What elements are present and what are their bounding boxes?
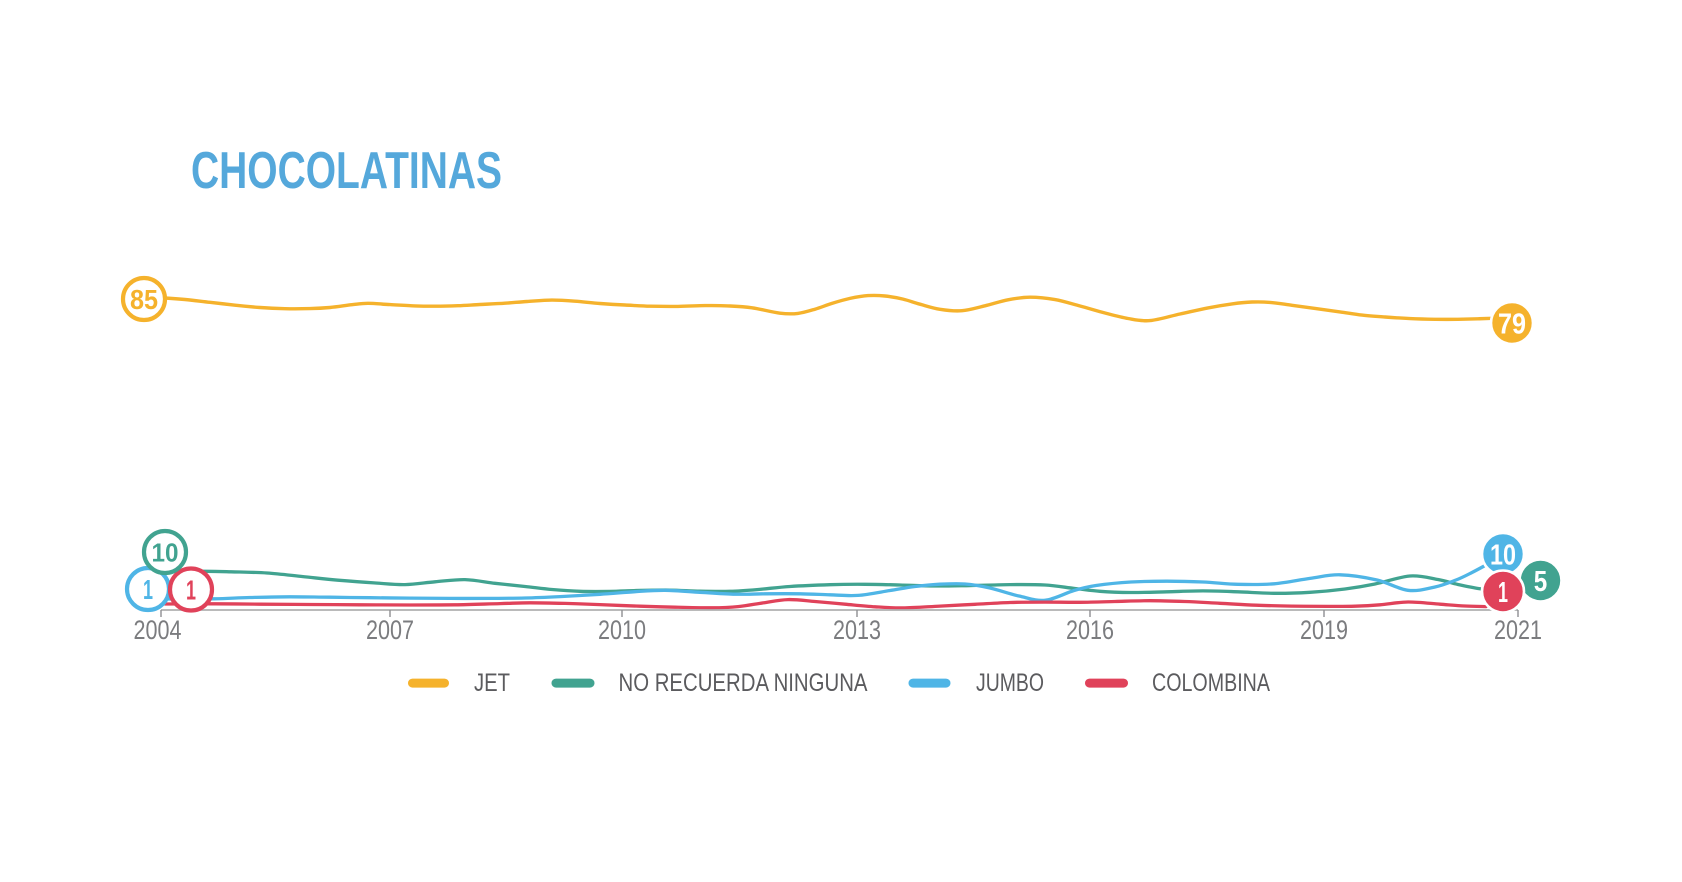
svg-text:1: 1 [1498,577,1508,609]
svg-text:79: 79 [1498,308,1526,340]
svg-text:1: 1 [186,575,196,606]
svg-text:85: 85 [130,284,158,315]
svg-text:JET: JET [474,669,510,697]
svg-text:COLOMBINA: COLOMBINA [1152,669,1270,697]
svg-text:1: 1 [143,574,153,605]
svg-text:10: 10 [152,537,179,567]
svg-text:10: 10 [1490,539,1516,571]
svg-text:5: 5 [1534,566,1548,598]
svg-text:2021: 2021 [1494,615,1542,645]
svg-text:NO RECUERDA NINGUNA: NO RECUERDA NINGUNA [619,669,868,697]
svg-text:2004: 2004 [134,615,182,645]
svg-text:2007: 2007 [366,615,414,645]
svg-text:2019: 2019 [1300,615,1348,645]
svg-text:2016: 2016 [1066,615,1114,645]
svg-text:JUMBO: JUMBO [976,669,1044,697]
svg-text:2010: 2010 [598,615,646,645]
svg-text:2013: 2013 [833,615,881,645]
svg-text:CHOCOLATINAS: CHOCOLATINAS [191,142,502,200]
